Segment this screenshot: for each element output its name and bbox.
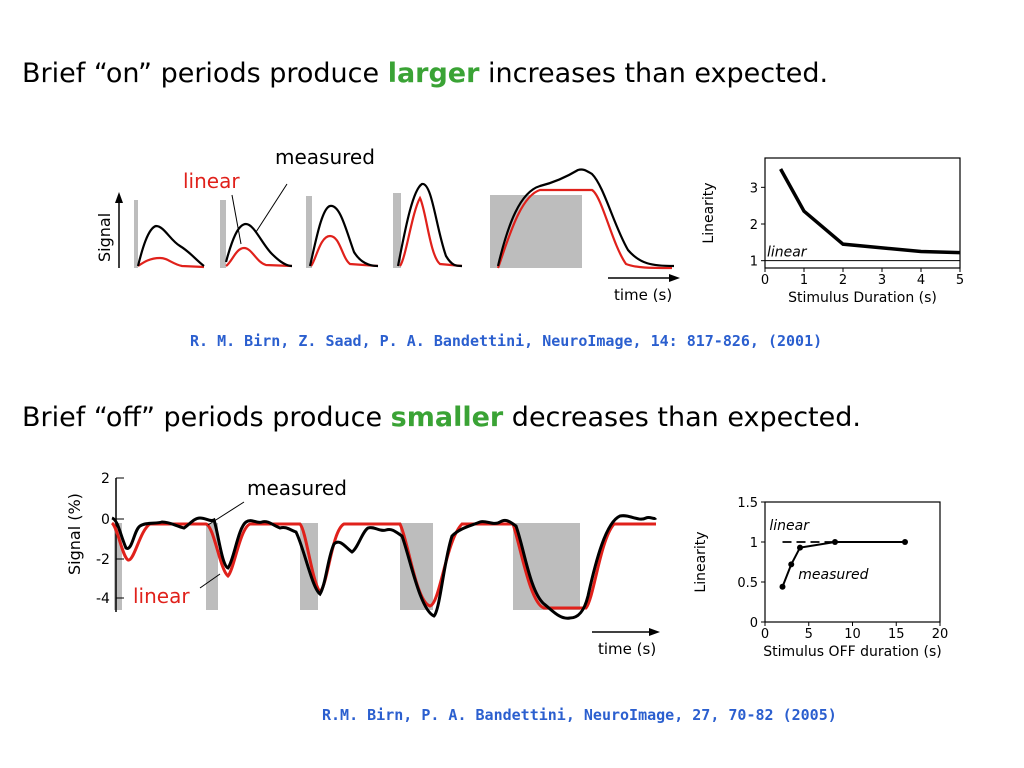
chart-frame (764, 157, 961, 269)
data-point (832, 539, 838, 545)
y-tick-label: 0 (750, 616, 758, 631)
measured-pointer (255, 183, 288, 233)
stimulus-bar (134, 200, 138, 268)
data-point (788, 561, 795, 568)
ytick-label: -4 (96, 591, 110, 607)
headline-off-periods: Brief “off” periods produce smaller decr… (22, 402, 861, 433)
x-tick-label: 4 (917, 273, 925, 288)
measured-curve (396, 182, 463, 268)
data-point (797, 544, 803, 551)
y-tick-label: 1 (750, 536, 758, 551)
measured-series-line (779, 168, 961, 255)
headline-on-pre: Brief “on” periods produce (22, 58, 388, 89)
x-axis-label: Stimulus Duration (s) (788, 290, 937, 306)
x-tick-label: 0 (761, 627, 769, 642)
linear-curve (137, 256, 205, 269)
ytick-label: 0 (101, 512, 110, 528)
x-tick-label: 20 (932, 627, 949, 642)
headline-on-accent: larger (387, 58, 480, 89)
measured-curve (308, 204, 379, 268)
y-tick-label: 1 (750, 255, 758, 270)
time-axis-label: time (s) (614, 286, 672, 304)
y-axis-label: Linearity (693, 531, 709, 592)
stimulus-bar (114, 523, 122, 610)
linear-curve (399, 195, 463, 268)
headline-off-post: decreases than expected. (503, 402, 861, 433)
measured-label: measured (275, 145, 375, 169)
linear-pointer (231, 194, 242, 245)
stimulus-bar (306, 196, 312, 268)
measured-label: measured (247, 476, 347, 500)
stimulus-bar (220, 200, 226, 268)
time-axis-arrow (649, 628, 660, 636)
signal-percent-ticks (116, 477, 124, 599)
x-tick-label: 1 (800, 273, 808, 288)
time-axis-arrow (669, 274, 680, 282)
annotation-linear: linear (769, 518, 810, 534)
linear-curve (310, 234, 379, 268)
y-tick-label: 1.5 (737, 496, 758, 511)
signal-axis-label: Signal (95, 213, 114, 262)
measured-curve (496, 168, 675, 268)
citation-2001: R. M. Birn, Z. Saad, P. A. Bandettini, N… (190, 332, 823, 350)
linear-curve (496, 188, 673, 270)
figure2-timecourses: 2 0 -2 -4 Signal (%) time (s) measured l… (65, 471, 660, 658)
measured-curve (136, 224, 205, 267)
x-tick-label: 10 (844, 627, 861, 642)
annotation-measured: measured (798, 567, 868, 583)
x-tick-label: 0 (761, 273, 769, 288)
measured-curve (111, 514, 658, 620)
annotation-linear: linear (767, 244, 808, 260)
citation-2005: R.M. Birn, P. A. Bandettini, NeuroImage,… (322, 706, 837, 724)
y-tick-label: 2 (750, 218, 758, 233)
linear-label: linear (133, 584, 190, 608)
y-tick-label: 0.5 (737, 576, 758, 591)
stimulus-bar (393, 193, 401, 268)
headline-on-periods: Brief “on” periods produce larger increa… (22, 58, 828, 89)
headline-off-pre: Brief “off” periods produce (22, 402, 391, 433)
x-axis-label: Stimulus OFF duration (s) (763, 644, 941, 660)
stimulus-bar (490, 195, 582, 268)
linear-pointer (199, 573, 221, 589)
headline-on-post: increases than expected. (479, 58, 829, 89)
linear-label: linear (183, 169, 240, 193)
signal-axis-arrow (115, 192, 123, 203)
chart2-linearity-off-duration: 0 5 10 15 20 0 0.5 1 1.5 Stimulus OFF duration (s… (693, 496, 948, 660)
x-tick-label: 5 (956, 273, 964, 288)
headline-off-accent: smaller (390, 402, 504, 433)
ytick-label: 2 (101, 471, 110, 487)
y-axis-label: Linearity (701, 182, 717, 243)
linear-curve (225, 246, 293, 268)
x-tick-label: 15 (888, 627, 905, 642)
time-axis-label: time (s) (598, 640, 656, 658)
measured-curve (224, 222, 293, 268)
figure1-timecourses: Signal time (s) measured linear (95, 145, 680, 304)
signal-percent-label: Signal (%) (65, 493, 84, 575)
x-tick-label: 2 (839, 273, 847, 288)
measured-pointer (207, 501, 245, 526)
data-point (902, 539, 908, 545)
x-tick-label: 3 (878, 273, 886, 288)
x-tick-label: 5 (805, 627, 813, 642)
data-point (779, 583, 786, 590)
y-tick-label: 3 (750, 181, 758, 196)
ytick-label: -2 (96, 552, 110, 568)
